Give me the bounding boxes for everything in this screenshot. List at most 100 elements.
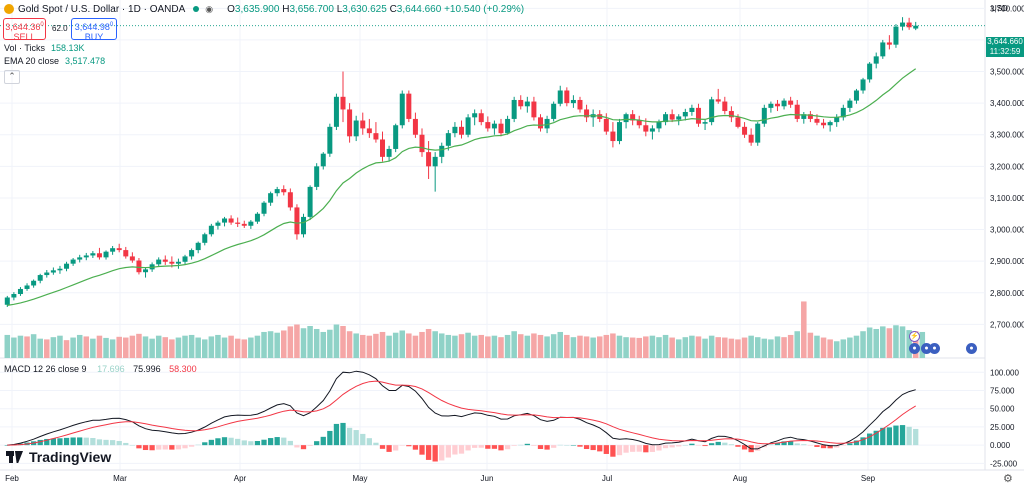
volume-bar: [123, 337, 129, 358]
volume-bar: [603, 334, 610, 358]
volume-bar: [833, 341, 840, 358]
currency-label[interactable]: USD: [991, 4, 1008, 13]
us-flag-event-icon[interactable]: ●: [921, 343, 932, 354]
candle-body: [682, 111, 688, 117]
macd-histogram-bar: [597, 445, 603, 452]
ema-label: EMA 20 close: [4, 56, 60, 66]
macd-legend[interactable]: MACD 12 26 close 9 17.696 75.996 58.300: [4, 364, 197, 374]
candle-body: [840, 107, 846, 118]
volume-legend[interactable]: Vol · Ticks 158.13K: [4, 43, 85, 53]
volume-bar: [399, 330, 406, 358]
volume-bar: [353, 333, 359, 358]
event-lightning-icon[interactable]: ⚡: [909, 331, 920, 342]
macd-histogram-bar: [465, 445, 471, 451]
ema-legend[interactable]: EMA 20 close 3,517.478: [4, 56, 105, 66]
volume-bar: [445, 334, 452, 358]
candle-body: [643, 125, 649, 132]
candle-body: [294, 207, 300, 235]
macd-histogram-bar: [320, 436, 326, 446]
volume-bar: [814, 335, 820, 358]
macd-tick-label: 50.000: [990, 405, 1015, 414]
us-flag-event-icon[interactable]: ●: [909, 343, 920, 354]
candle-body: [347, 109, 353, 137]
macd-signal-line: [7, 380, 916, 446]
macd-histogram-bar: [478, 445, 484, 448]
volume-bar: [188, 334, 195, 358]
candle-body: [616, 122, 622, 142]
macd-histogram-bar: [616, 445, 623, 456]
us-flag-event-icon[interactable]: ●: [966, 343, 977, 354]
candle-body: [432, 156, 438, 167]
volume-bar: [366, 335, 373, 358]
macd-histogram-bar: [221, 437, 228, 446]
macd-histogram-bar: [182, 445, 188, 449]
macd-histogram-bar: [847, 443, 853, 446]
macd-histogram-bar: [610, 445, 616, 457]
volume-bar: [142, 336, 149, 358]
volume-bar: [327, 329, 333, 358]
macd-histogram-bar: [537, 445, 544, 449]
eye-icon[interactable]: ◉: [205, 3, 214, 14]
symbol-title[interactable]: Gold Spot / U.S. Dollar · 1D · OANDA: [18, 3, 186, 15]
candle-body: [847, 100, 853, 108]
candle-body: [511, 99, 517, 119]
candle-body: [235, 222, 241, 224]
volume-bar: [50, 337, 57, 358]
candle-body: [301, 216, 307, 235]
candle-body: [412, 118, 418, 135]
macd-histogram-bar: [346, 427, 353, 446]
sell-button[interactable]: 3,644.360 SELL: [3, 18, 46, 42]
candle-body: [498, 123, 504, 134]
time-tick-label: Jun: [481, 474, 494, 483]
candle-body: [564, 90, 570, 104]
macd-histogram-bar: [300, 445, 307, 450]
macd-histogram-bar: [50, 438, 57, 446]
sell-price-sup: 0: [40, 22, 44, 28]
macd-histogram-bar: [44, 438, 50, 446]
volume-bar: [735, 339, 741, 358]
candle-body: [735, 117, 741, 127]
symbol-header: Gold Spot / U.S. Dollar · 1D · OANDA ◉ O…: [4, 2, 524, 16]
macd-histogram-bar: [202, 442, 208, 446]
low-value: 3,630.625: [342, 3, 387, 15]
macd-histogram-bar: [254, 441, 261, 446]
change-value: +10.540 (+0.29%): [444, 3, 525, 15]
time-tick-label: Feb: [5, 474, 19, 483]
macd-histogram-bar: [669, 445, 675, 448]
macd-histogram-bar: [511, 445, 517, 446]
candle-body: [900, 22, 906, 27]
macd-histogram-bar: [695, 445, 702, 446]
candle-body: [577, 99, 583, 110]
volume-bar: [708, 335, 715, 358]
gear-icon[interactable]: ⚙: [1003, 473, 1013, 485]
time-tick-label: Jul: [602, 474, 612, 483]
candle-body: [788, 100, 794, 105]
candle-body: [623, 114, 629, 123]
volume-bar: [379, 331, 386, 358]
time-tick-label: Aug: [733, 474, 747, 483]
volume-bar: [406, 333, 412, 358]
macd-histogram-bar: [656, 445, 662, 451]
macd-histogram-bar: [314, 441, 320, 446]
candle-body: [268, 193, 274, 203]
buy-button[interactable]: 3,644.980 BUY: [71, 18, 117, 42]
volume-bar: [629, 337, 636, 358]
macd-histogram-bar: [109, 440, 116, 446]
price-tick-label: 3,000.000: [990, 226, 1024, 235]
volume-bar: [182, 335, 188, 358]
bar-countdown: 11:32:59: [989, 47, 1021, 56]
macd-histogram-bar: [880, 427, 886, 446]
collapse-legend-button[interactable]: ⌃: [4, 70, 20, 84]
volume-bar: [873, 328, 879, 358]
macd-histogram-bar: [682, 445, 688, 446]
volume-bar: [787, 334, 794, 358]
candle-body: [129, 256, 135, 261]
us-flag-event-icon[interactable]: ●: [929, 343, 940, 354]
macd-histogram-bar: [788, 441, 794, 446]
candle-body: [162, 259, 168, 262]
tradingview-logo[interactable]: TradingView: [6, 449, 111, 465]
candle-body: [755, 123, 761, 143]
candle-body: [24, 285, 30, 289]
price-tick-label: 3,700.000: [990, 4, 1024, 13]
